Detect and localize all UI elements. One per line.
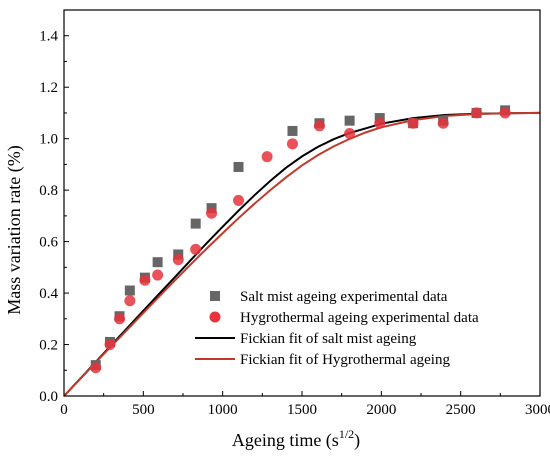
- x-tick-label: 2500: [446, 402, 476, 418]
- legend-square-marker: [210, 291, 220, 301]
- hygrothermal-point: [437, 117, 449, 129]
- y-tick-label: 0.4: [39, 286, 58, 302]
- x-axis-title-sup: 1/2: [339, 427, 354, 441]
- hygrothermal-point: [374, 117, 386, 129]
- hygrothermal-point: [286, 138, 298, 150]
- hygrothermal-point: [190, 243, 202, 255]
- fit-line: [63, 111, 541, 397]
- y-tick-label: 0.2: [39, 338, 58, 354]
- hygrothermal-point: [124, 295, 136, 307]
- fit-line: [63, 111, 541, 397]
- legend-label: Fickian fit of Hygrothermal ageing: [240, 352, 450, 368]
- hygrothermal-point: [233, 194, 245, 206]
- y-axis-title: Mass variation rate (%): [4, 145, 25, 314]
- x-tick-label: 500: [132, 402, 155, 418]
- legend-circle-marker: [209, 311, 221, 323]
- hygrothermal-point: [499, 107, 511, 119]
- salt-mist-point: [124, 285, 135, 296]
- salt-mist-point: [344, 115, 355, 126]
- hygrothermal-point: [261, 151, 273, 163]
- x-axis-title: Ageing time (s1/2): [232, 427, 360, 451]
- y-tick-label: 0.6: [39, 235, 58, 251]
- plot-area: [63, 105, 541, 397]
- y-tick-label: 0.0: [39, 389, 58, 405]
- salt-mist-point: [233, 161, 244, 172]
- legend: Salt mist ageing experimental data Hygrot…: [195, 289, 479, 368]
- hygrothermal-point: [114, 313, 126, 325]
- legend-label: Hygrothermal ageing experimental data: [240, 310, 479, 326]
- x-tick-label: 2000: [366, 402, 396, 418]
- hygrothermal-point: [172, 254, 184, 266]
- y-tick-label: 1.0: [39, 132, 58, 148]
- x-tick-label: 1000: [208, 402, 238, 418]
- hygrothermal-point: [152, 269, 164, 281]
- x-tick-label: 1500: [287, 402, 317, 418]
- hygrothermal-point: [104, 339, 116, 351]
- x-axis-title-main: Ageing time (s: [232, 430, 339, 451]
- legend-label: Salt mist ageing experimental data: [240, 289, 448, 305]
- hygrothermal-point: [139, 274, 151, 286]
- hygrothermal-point: [90, 362, 102, 374]
- salt-mist-point: [190, 218, 201, 229]
- y-tick-label: 1.2: [39, 80, 58, 96]
- hygrothermal-point: [407, 117, 419, 129]
- salt-mist-point: [152, 257, 163, 268]
- y-tick-label: 0.8: [39, 183, 58, 199]
- hygrothermal-point: [471, 107, 483, 119]
- salt-mist-point: [287, 125, 298, 136]
- hygrothermal-point: [344, 128, 356, 140]
- x-axis-title-tail: ): [354, 430, 360, 451]
- x-tick-label: 0: [60, 402, 68, 418]
- hygrothermal-point: [313, 120, 325, 132]
- legend-label: Fickian fit of salt mist ageing: [240, 331, 417, 347]
- hygrothermal-point: [206, 207, 218, 219]
- y-tick-label: 1.4: [39, 29, 58, 45]
